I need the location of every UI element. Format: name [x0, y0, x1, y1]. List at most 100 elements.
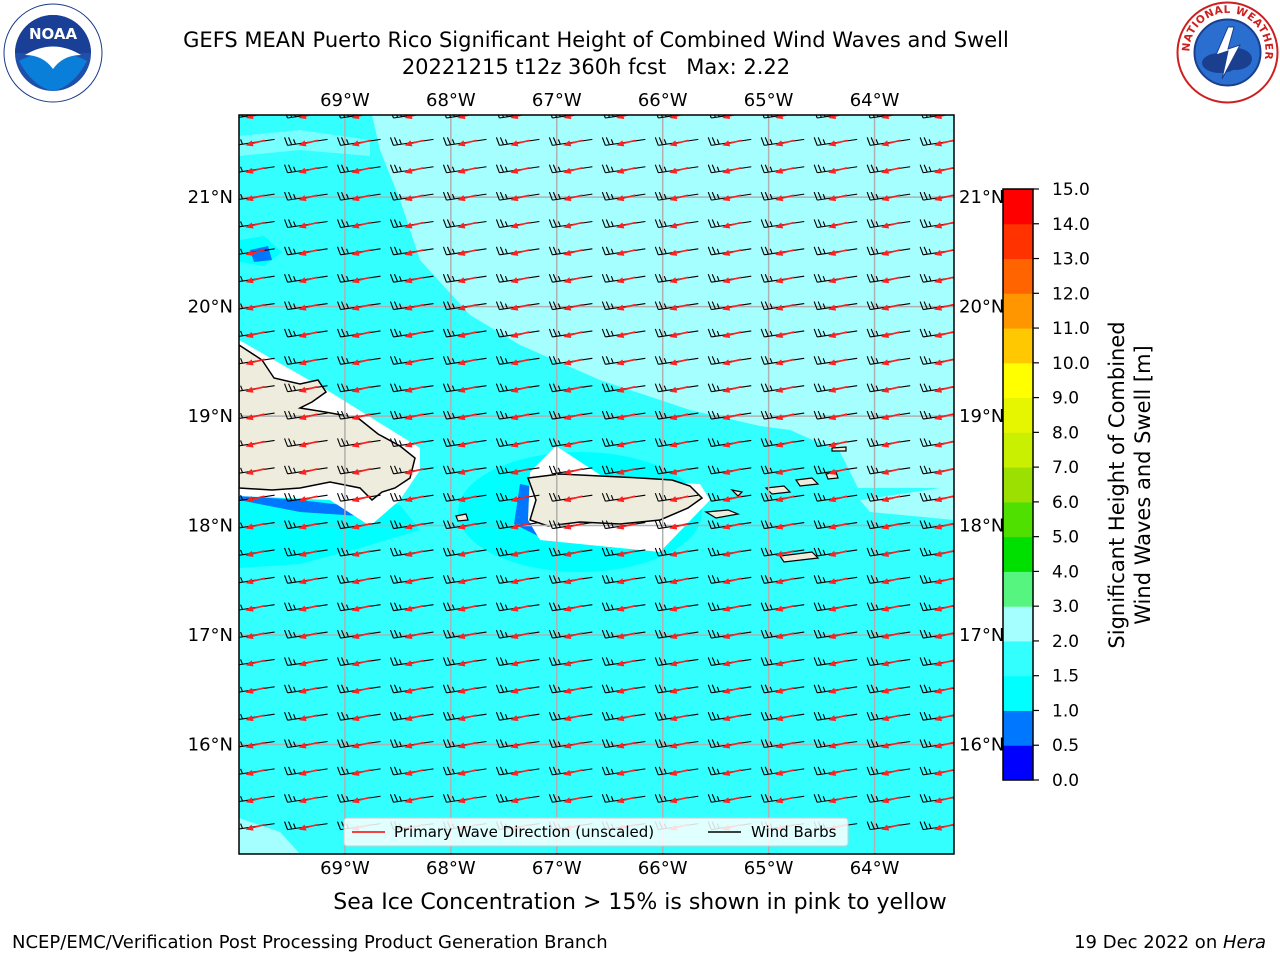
barb-glyph: [813, 438, 858, 448]
barb-glyph: [239, 275, 275, 284]
barb-glyph: [919, 219, 954, 229]
barb-glyph: [495, 766, 540, 776]
barb-glyph: [548, 520, 593, 530]
map-legend: Primary Wave Direction (unscaled) Wind B…: [343, 817, 849, 847]
barb-glyph: [239, 412, 275, 421]
barb-glyph: [495, 602, 540, 612]
barb-glyph: [239, 604, 275, 612]
barb-glyph: [813, 575, 858, 585]
barb-glyph: [239, 713, 275, 722]
barb-glyph: [337, 328, 381, 338]
barb-glyph: [601, 356, 646, 366]
colorbar: 0.0 0.5 1.0 1.5 2.0 3.0 4.0 5.0 6.0 7.0 8.0 9.0 10.0…: [1002, 180, 1090, 791]
barb-glyph: [707, 410, 752, 421]
barb-glyph: [284, 684, 328, 694]
barb-glyph: [389, 301, 434, 311]
sea-ice-note: Sea Ice Concentration > 15% is shown in …: [333, 890, 947, 915]
barb-glyph: [389, 684, 434, 694]
barb-glyph: [337, 219, 381, 229]
barb-glyph: [654, 465, 699, 475]
colorbar-tick-label: 15.0: [1052, 180, 1090, 200]
barb-glyph: [389, 520, 434, 530]
ocean-level-2-0-2-5-east: [860, 486, 954, 520]
mona-island: [455, 513, 469, 522]
barb-glyph: [442, 328, 487, 338]
wind-barbs: [239, 115, 954, 831]
barb-glyph: [601, 328, 646, 338]
barb-glyph: [654, 575, 699, 585]
barb-glyph: [919, 794, 954, 804]
barb-glyph: [495, 629, 540, 640]
barb-glyph: [389, 274, 434, 284]
barb-glyph: [760, 246, 805, 256]
barb-glyph: [442, 356, 487, 366]
barb-glyph: [548, 438, 593, 448]
barb-glyph: [389, 438, 434, 448]
barb-glyph: [284, 246, 328, 256]
barb-glyph: [919, 547, 954, 557]
barb-glyph: [442, 684, 487, 694]
barb-glyph: [707, 547, 752, 557]
barb-glyph: [707, 137, 752, 147]
barb-glyph: [707, 164, 752, 174]
barb-glyph: [813, 602, 858, 612]
colorbar-segment: [1003, 397, 1033, 433]
lat-label-right: 20°N: [959, 297, 1004, 318]
barb-glyph: [442, 547, 487, 557]
barb-glyph: [813, 301, 858, 311]
barb-glyph: [760, 465, 805, 475]
barb-glyph: [495, 575, 540, 585]
colorbar-segment: [1003, 745, 1033, 781]
chart-title: GEFS MEAN Puerto Rico Significant Height…: [183, 28, 1009, 52]
colorbar-segment: [1003, 675, 1033, 711]
barb-glyph: [760, 520, 805, 530]
barb-glyph: [919, 821, 954, 831]
barb-glyph: [239, 795, 275, 804]
colorbar-segment: [1003, 293, 1033, 329]
barb-glyph: [760, 274, 805, 284]
barb-glyph: [654, 520, 699, 530]
barb-glyph: [866, 438, 911, 448]
barb-glyph: [548, 219, 593, 229]
colorbar-tick-label: 1.0: [1052, 701, 1079, 721]
barb-glyph: [760, 356, 805, 366]
barb-glyph: [337, 465, 381, 475]
colorbar-tick-label: 11.0: [1052, 319, 1090, 339]
colorbar-label-line2: Wind Waves and Swell [m]: [1131, 345, 1155, 625]
barb-glyph: [548, 410, 593, 421]
barb-glyph: [866, 821, 911, 831]
barb-glyph: [389, 492, 434, 503]
barb-glyph: [601, 739, 646, 749]
legend-barb-label: Wind Barbs: [751, 823, 837, 841]
barb-glyph: [548, 383, 593, 393]
barb-glyph: [707, 520, 752, 530]
tortola-island: [794, 477, 820, 487]
barb-glyph: [654, 383, 699, 393]
barb-glyph: [707, 328, 752, 338]
barb-glyph: [284, 301, 328, 311]
barb-glyph: [389, 164, 434, 174]
lat-label-left: 19°N: [188, 406, 233, 427]
barb-glyph: [654, 164, 699, 174]
barb-glyph: [442, 766, 487, 776]
barb-glyph: [813, 739, 858, 749]
barb-glyph: [654, 766, 699, 776]
barb-glyph: [495, 492, 540, 503]
colorbar-label-line1: Significant Height of Combined: [1105, 321, 1129, 648]
barb-glyph: [548, 301, 593, 311]
barb-glyph: [548, 657, 593, 667]
barb-glyph: [497, 115, 525, 119]
barb-glyph: [760, 191, 805, 202]
barb-glyph: [601, 137, 646, 147]
barb-glyph: [919, 520, 954, 530]
barb-glyph: [495, 383, 540, 393]
barb-glyph: [239, 357, 275, 366]
barb-glyph: [760, 794, 805, 804]
barb-glyph: [815, 115, 843, 119]
barb-glyph: [389, 328, 434, 338]
barb-glyph: [919, 492, 954, 503]
barb-glyph: [548, 246, 593, 256]
barb-glyph: [760, 739, 805, 749]
map-chart: Primary Wave Direction (unscaled) Wind B…: [188, 90, 1155, 879]
barb-glyph: [442, 575, 487, 585]
